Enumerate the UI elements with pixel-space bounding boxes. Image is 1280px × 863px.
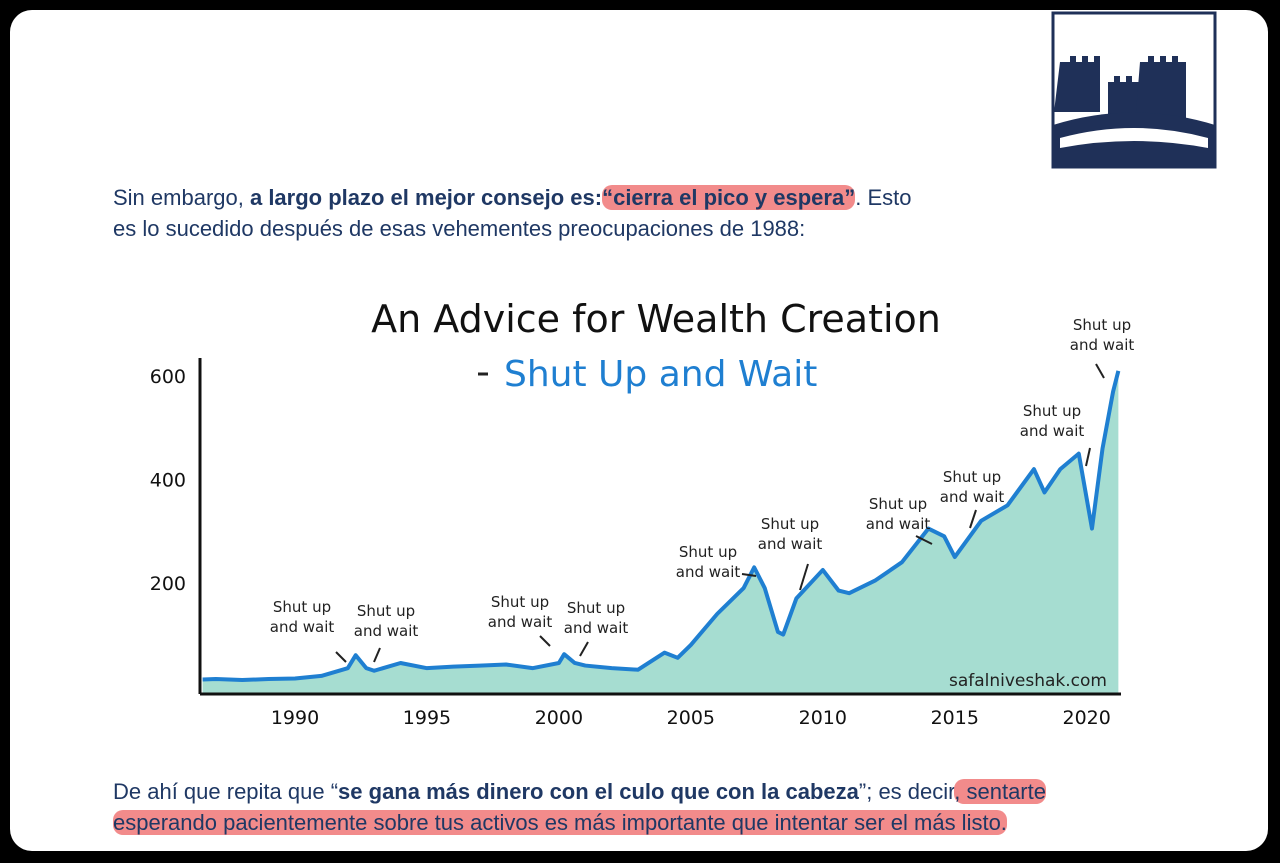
logo <box>1051 11 1217 169</box>
line <box>202 370 1121 683</box>
annotation: Shut up <box>491 593 549 611</box>
source: safalniveshak.com <box>949 671 1107 691</box>
x-tick-label: 2020 <box>1063 707 1111 729</box>
x-tick-label: 2005 <box>667 707 715 729</box>
annotation: Shut up <box>869 495 927 513</box>
text: . Esto <box>855 185 912 210</box>
x-tick-label: 2010 <box>799 707 847 729</box>
area <box>202 370 1119 694</box>
text-line: De ahí que repita que “se gana más diner… <box>113 776 1046 807</box>
annotation: and wait <box>940 488 1005 506</box>
chart-title: An Advice for Wealth Creation <box>371 297 941 341</box>
annotation-arrow <box>373 647 381 663</box>
highlight: , sentarte <box>954 779 1046 804</box>
annotation: Shut up <box>1073 316 1131 334</box>
annotation-arrow <box>579 641 589 657</box>
annotation: and wait <box>1020 422 1085 440</box>
text: es lo sucedido después de esas vehemente… <box>113 216 806 241</box>
annotation-arrow <box>741 573 757 577</box>
paragraph: De ahí que repita que “se gana más diner… <box>113 776 1046 838</box>
annotation: and wait <box>1070 336 1135 354</box>
bold-text: a largo plazo el mejor consejo es: <box>249 185 603 210</box>
annotation: and wait <box>676 563 741 581</box>
annotation: Shut up <box>357 602 415 620</box>
annotation: Shut up <box>679 543 737 561</box>
annotation: Shut up <box>761 515 819 533</box>
annotation: Shut up <box>1023 402 1081 420</box>
chart-subtitle: Shut Up and Wait <box>504 354 817 395</box>
annotation-arrow <box>539 635 551 647</box>
highlight: esperando pacientemente sobre tus activo… <box>113 810 1007 835</box>
annotation-arrow <box>335 651 347 663</box>
annotation-arrow <box>1085 447 1091 467</box>
annotation: and wait <box>758 535 823 553</box>
annotation-arrow <box>915 535 933 545</box>
x-tick-label: 2000 <box>535 707 583 729</box>
x-tick-label: 2015 <box>931 707 979 729</box>
x-tick-label: 1995 <box>403 707 451 729</box>
annotation: Shut up <box>567 599 625 617</box>
annotation: Shut up <box>943 468 1001 486</box>
annotation: Shut up <box>273 598 331 616</box>
annotation: and wait <box>354 622 419 640</box>
y-tick-label: 600 <box>150 366 186 388</box>
annotation: and wait <box>564 619 629 637</box>
highlight: “cierra el pico y espera” <box>602 185 856 210</box>
annotation: and wait <box>270 618 335 636</box>
text-line: esperando pacientemente sobre tus activo… <box>113 807 1046 838</box>
text: De ahí que repita que “ <box>113 779 339 804</box>
text: Sin embargo, <box>113 185 250 210</box>
annotation: and wait <box>488 613 553 631</box>
text-line: es lo sucedido después de esas vehemente… <box>113 213 911 244</box>
annotation-arrow <box>1095 363 1105 379</box>
annotation: and wait <box>866 515 931 533</box>
paragraph: Sin embargo, a largo plazo el mejor cons… <box>113 182 911 244</box>
annotation-arrow <box>799 563 809 591</box>
text: ”; es decir <box>858 779 955 804</box>
bold-text: se gana más dinero con el culo que con l… <box>338 779 859 804</box>
y-tick-label: 400 <box>150 469 186 491</box>
y-tick-label: 200 <box>150 573 186 595</box>
x-tick-label: 1990 <box>271 707 319 729</box>
annotation-arrow <box>969 509 977 529</box>
text-line: Sin embargo, a largo plazo el mejor cons… <box>113 182 911 213</box>
